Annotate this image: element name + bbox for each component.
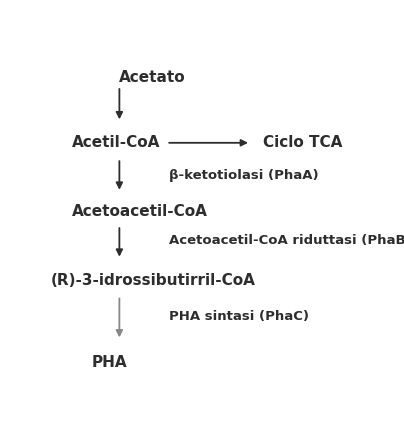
Text: Acetoacetil-CoA riduttasi (PhaB: Acetoacetil-CoA riduttasi (PhaB bbox=[170, 234, 404, 247]
Text: PHA sintasi (PhaC): PHA sintasi (PhaC) bbox=[170, 310, 309, 323]
Text: Acetato: Acetato bbox=[120, 70, 186, 85]
Text: Ciclo TCA: Ciclo TCA bbox=[263, 135, 343, 150]
Text: β-ketotiolasi (PhaA): β-ketotiolasi (PhaA) bbox=[170, 169, 319, 182]
Text: (R)-3-idrossibutirril-CoA: (R)-3-idrossibutirril-CoA bbox=[50, 273, 255, 288]
Text: Acetoacetil-CoA: Acetoacetil-CoA bbox=[72, 204, 208, 219]
Text: Acetil-CoA: Acetil-CoA bbox=[72, 135, 161, 150]
Text: PHA: PHA bbox=[91, 355, 127, 370]
